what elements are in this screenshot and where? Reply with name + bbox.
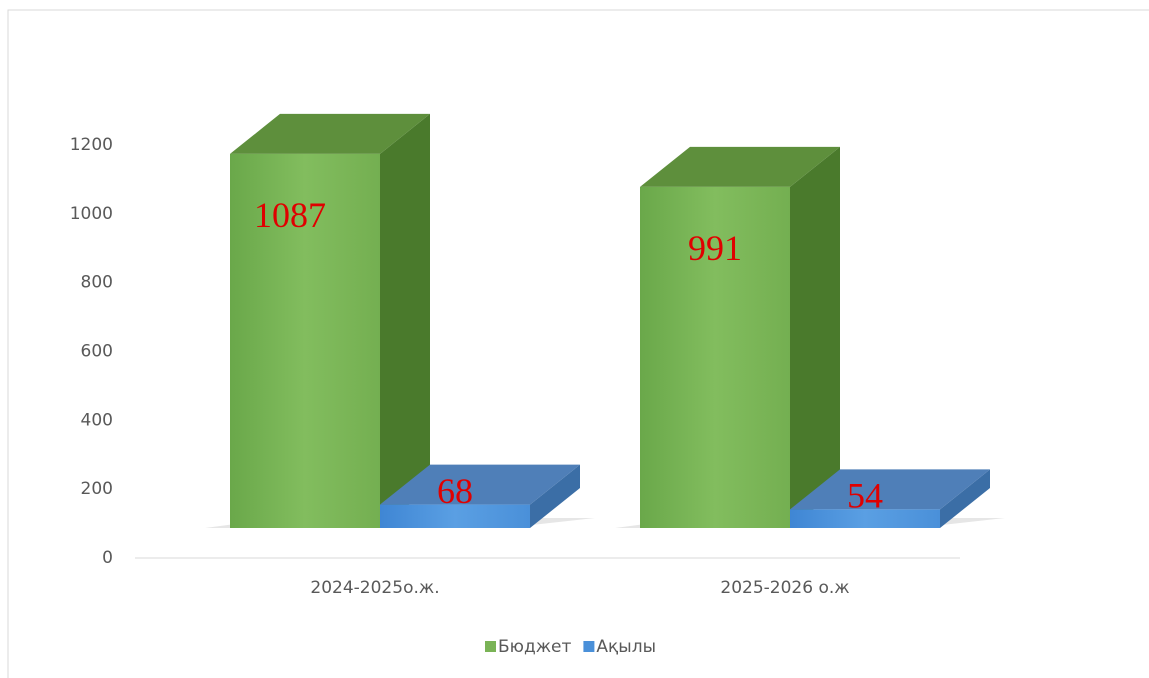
legend-swatch [485,641,496,652]
bar [380,464,580,528]
y-tick-label: 400 [81,410,113,430]
bar-side [380,113,430,528]
y-tick-label: 200 [81,479,113,499]
bar-top [790,469,990,510]
y-tick-label: 0 [102,548,113,568]
bar-front [380,504,530,528]
bar [640,146,840,528]
bar-side [940,469,990,528]
bar-side [790,146,840,528]
frame [7,9,1149,678]
y-tick-label: 600 [81,342,113,362]
legend-swatch [583,641,595,652]
value-label: 68 [437,471,473,511]
bar [790,469,990,528]
x-tick-label: 2024-2025о.ж. [310,578,439,598]
bar-top [640,146,840,187]
bar-front [230,153,380,528]
bar-top [380,464,580,505]
value-label: 991 [688,228,742,268]
y-tick-label: 1000 [70,204,113,224]
legend-label: Ақылы [596,637,656,657]
bar-top [230,113,430,154]
bar [230,113,430,528]
legend-label: Бюджет [498,637,572,657]
y-tick-label: 1200 [70,135,113,155]
value-label: 1087 [254,195,326,235]
x-tick-label: 2025-2026 о.ж [720,578,849,598]
bar-front [640,186,790,528]
bar-side [530,464,580,528]
y-tick-label: 800 [81,273,113,293]
value-label: 54 [847,476,883,516]
bar-front [790,509,940,528]
